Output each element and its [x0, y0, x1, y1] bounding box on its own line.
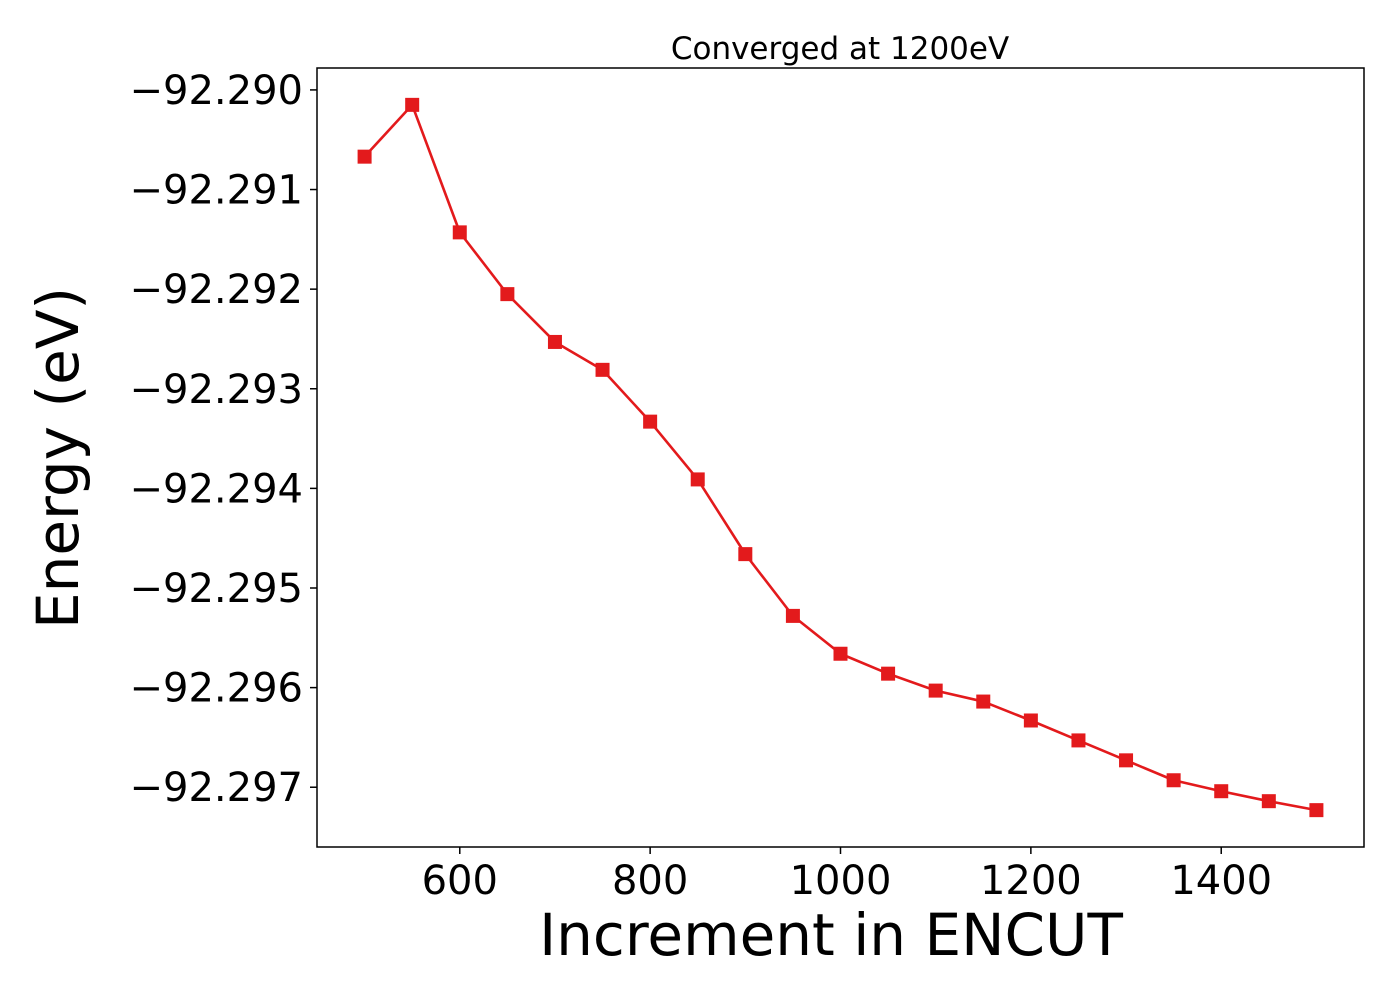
data-point-marker — [1119, 753, 1134, 768]
data-point-marker — [690, 472, 705, 487]
y-tick-label: −92.297 — [130, 765, 303, 811]
data-point-marker — [833, 646, 848, 661]
y-tick-label: −92.290 — [130, 68, 303, 114]
y-axis: −92.290 −92.291 −92.292 −92.293 −92.294 −92.2… — [130, 68, 317, 811]
chart-title: Converged at 1200eV — [671, 31, 1009, 67]
y-axis-title: Energy (eV) — [24, 287, 92, 629]
x-tick-label: 800 — [612, 858, 688, 904]
x-tick-label: 1000 — [790, 858, 892, 904]
plot-frame — [316, 67, 1365, 848]
data-point-marker — [643, 414, 658, 429]
data-point-marker — [1166, 773, 1181, 788]
data-point-marker — [357, 149, 372, 164]
data-point-marker — [881, 666, 896, 681]
y-tick-label: −92.295 — [130, 566, 303, 612]
data-point-marker — [738, 547, 753, 562]
data-point-marker — [595, 362, 610, 377]
data-point-marker — [1309, 803, 1324, 818]
data-point-marker — [785, 608, 800, 623]
y-tick-label: −92.296 — [130, 666, 303, 712]
y-tick-label: −92.291 — [130, 168, 303, 214]
plot-area — [357, 97, 1324, 818]
data-point-marker — [452, 225, 467, 240]
data-point-marker — [1023, 713, 1038, 728]
x-tick-label: 1200 — [980, 858, 1082, 904]
data-point-marker — [405, 97, 420, 112]
x-axis-title: Increment in ENCUT — [539, 901, 1123, 969]
y-tick-label: −92.292 — [130, 267, 303, 313]
x-axis: 600 800 1000 1200 1400 — [422, 847, 1272, 904]
x-tick-label: 1400 — [1170, 858, 1272, 904]
y-tick-label: −92.293 — [130, 367, 303, 413]
data-point-marker — [500, 287, 515, 302]
x-tick-label: 600 — [422, 858, 498, 904]
data-point-marker — [1071, 733, 1086, 748]
data-point-marker — [928, 683, 943, 698]
data-point-marker — [1214, 784, 1229, 799]
data-point-marker — [547, 334, 562, 349]
data-point-marker — [976, 694, 991, 709]
data-point-marker — [1261, 794, 1276, 809]
y-tick-label: −92.294 — [130, 466, 303, 512]
